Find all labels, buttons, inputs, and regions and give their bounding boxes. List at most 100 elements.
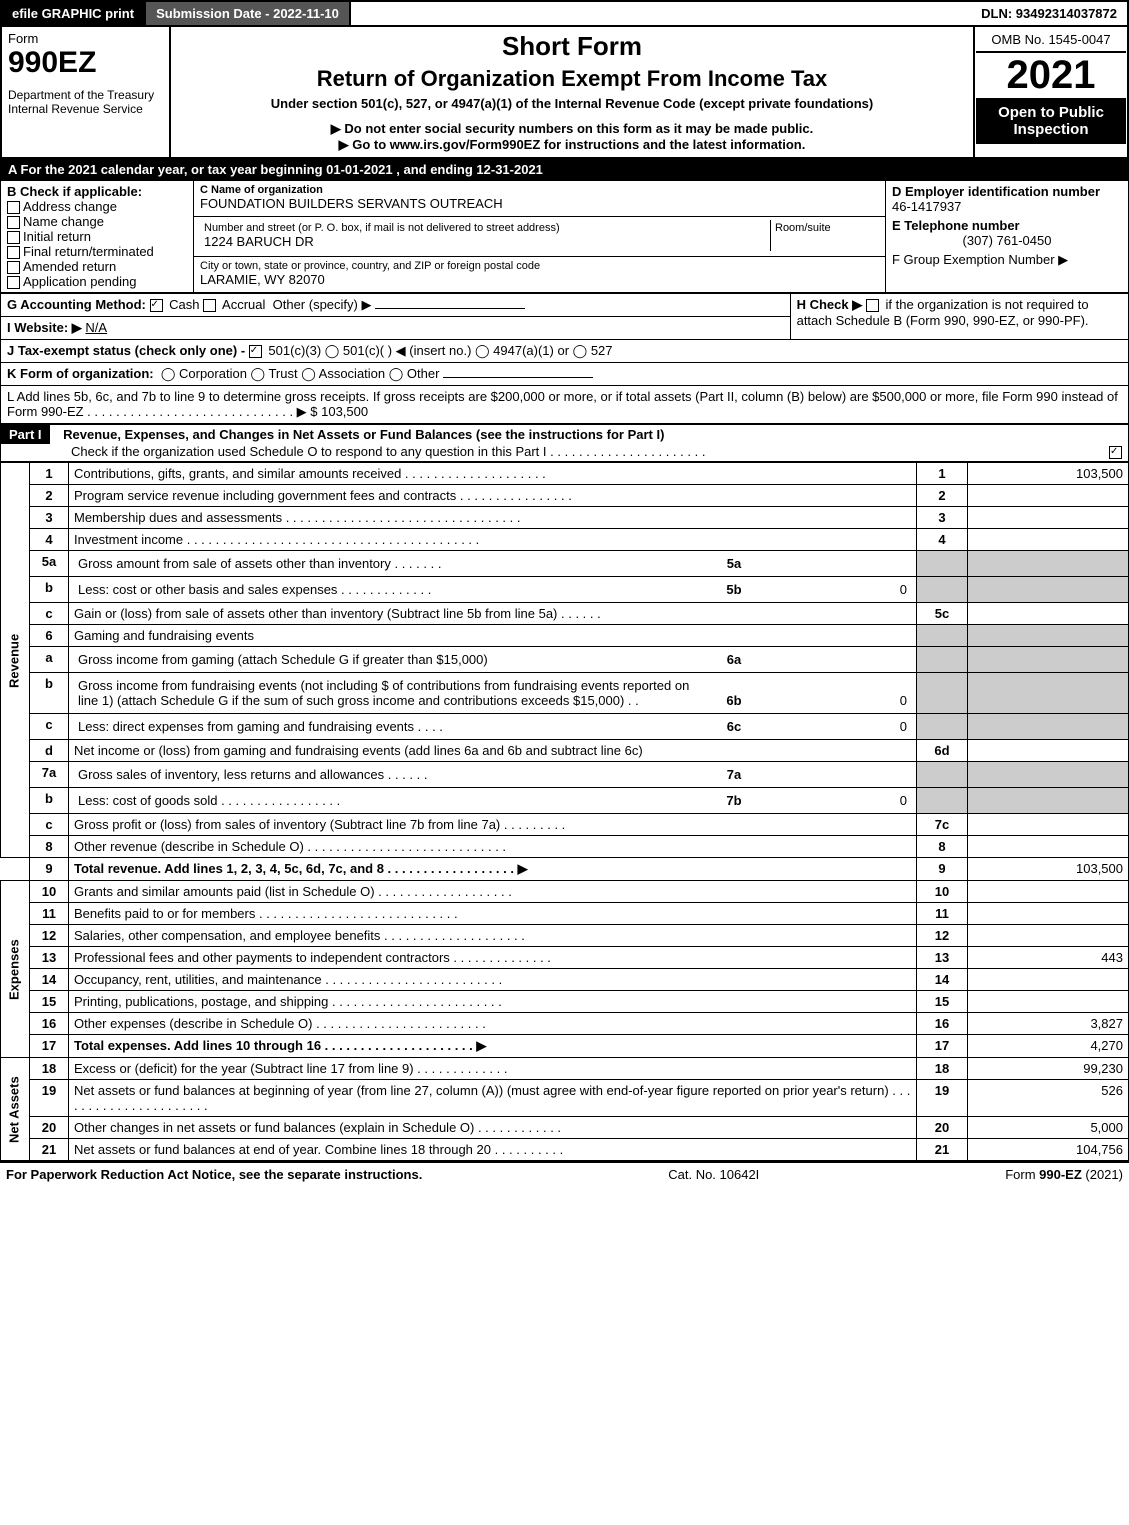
b-application-pending[interactable]: Application pending	[23, 274, 136, 289]
j-tax-exempt-label: J Tax-exempt status (check only one) -	[7, 343, 245, 358]
part1-label: Part I	[1, 425, 50, 444]
row12-desc: Salaries, other compensation, and employ…	[69, 925, 917, 947]
org-info-block: B Check if applicable: Address change Na…	[0, 180, 1129, 293]
row14-num: 14	[30, 969, 69, 991]
row8-desc: Other revenue (describe in Schedule O) .…	[69, 836, 917, 858]
row4-ref: 4	[917, 529, 968, 551]
org-name: FOUNDATION BUILDERS SERVANTS OUTREACH	[200, 196, 879, 211]
row7c-num: c	[30, 814, 69, 836]
b-address-change[interactable]: Address change	[23, 199, 117, 214]
under-section: Under section 501(c), 527, or 4947(a)(1)…	[181, 96, 963, 111]
no-ssn-warning: ▶ Do not enter social security numbers o…	[181, 121, 963, 137]
row9-val: 103,500	[968, 858, 1129, 881]
row7c-ref: 7c	[917, 814, 968, 836]
row7b-desc: Less: cost of goods sold . . . . . . . .…	[74, 791, 715, 810]
row6c-desc: Less: direct expenses from gaming and fu…	[74, 717, 715, 736]
row21-num: 21	[30, 1139, 69, 1161]
row21-val: 104,756	[968, 1139, 1129, 1161]
row17-val: 4,270	[968, 1035, 1129, 1058]
row8-num: 8	[30, 836, 69, 858]
row6c-num: c	[30, 714, 69, 740]
row4-val	[968, 529, 1129, 551]
row13-desc: Professional fees and other payments to …	[69, 947, 917, 969]
b-amended-return[interactable]: Amended return	[23, 259, 116, 274]
efile-print-button[interactable]: efile GRAPHIC print	[2, 2, 146, 25]
part1-checkbox[interactable]	[1109, 446, 1122, 459]
row15-desc: Printing, publications, postage, and shi…	[69, 991, 917, 1013]
row13-val: 443	[968, 947, 1129, 969]
b-final-return[interactable]: Final return/terminated	[23, 244, 154, 259]
b-name-change[interactable]: Name change	[23, 214, 104, 229]
row5a-sub: 5a	[715, 554, 753, 573]
row7a-sub: 7a	[715, 765, 753, 784]
row12-val	[968, 925, 1129, 947]
row4-num: 4	[30, 529, 69, 551]
g-accrual[interactable]: Accrual	[222, 297, 265, 312]
c-name-label: C Name of organization	[200, 184, 879, 196]
row5c-val	[968, 603, 1129, 625]
row5a-desc: Gross amount from sale of assets other t…	[74, 554, 715, 573]
row5a-subval	[753, 554, 911, 573]
row8-val	[968, 836, 1129, 858]
row16-desc: Other expenses (describe in Schedule O) …	[69, 1013, 917, 1035]
g-other[interactable]: Other (specify) ▶	[273, 297, 372, 312]
row7a-num: 7a	[30, 762, 69, 788]
row10-val	[968, 881, 1129, 903]
part1-check-text: Check if the organization used Schedule …	[71, 444, 705, 459]
row6a-desc: Gross income from gaming (attach Schedul…	[74, 650, 715, 669]
return-title: Return of Organization Exempt From Incom…	[181, 66, 963, 92]
row9-num: 9	[30, 858, 69, 881]
org-street: 1224 BARUCH DR	[204, 234, 766, 249]
row6a-subval	[753, 650, 911, 669]
row6d-num: d	[30, 740, 69, 762]
row17-desc: Total expenses. Add lines 10 through 16 …	[69, 1035, 917, 1058]
row5a-num: 5a	[30, 551, 69, 577]
submission-date: Submission Date - 2022-11-10	[146, 2, 351, 25]
row3-val	[968, 507, 1129, 529]
row6b-desc: Gross income from fundraising events (no…	[74, 676, 715, 710]
omb-number: OMB No. 1545-0047	[976, 28, 1126, 53]
row21-desc: Net assets or fund balances at end of ye…	[69, 1139, 917, 1161]
row2-ref: 2	[917, 485, 968, 507]
row10-ref: 10	[917, 881, 968, 903]
row5b-sub: 5b	[715, 580, 753, 599]
row12-num: 12	[30, 925, 69, 947]
f-group-exemption: F Group Exemption Number ▶	[892, 252, 1122, 268]
row3-ref: 3	[917, 507, 968, 529]
row6d-val	[968, 740, 1129, 762]
tax-year: 2021	[976, 53, 1126, 98]
cat-number: Cat. No. 10642I	[668, 1167, 759, 1182]
row6-desc: Gaming and fundraising events	[69, 625, 917, 647]
row6b-subval: 0	[753, 676, 911, 710]
g-cash[interactable]: Cash	[169, 297, 199, 312]
row18-num: 18	[30, 1058, 69, 1080]
k-opts[interactable]: ◯ Corporation ◯ Trust ◯ Association ◯ Ot…	[161, 366, 440, 381]
row10-desc: Grants and similar amounts paid (list in…	[69, 881, 917, 903]
part1-heading: Revenue, Expenses, and Changes in Net As…	[53, 427, 664, 442]
form-number: 990EZ	[8, 46, 163, 80]
row9-ref: 9	[917, 858, 968, 881]
k-form-org-label: K Form of organization:	[7, 366, 154, 381]
row6d-desc: Net income or (loss) from gaming and fun…	[69, 740, 917, 762]
row11-num: 11	[30, 903, 69, 925]
row6c-subval: 0	[753, 717, 911, 736]
row16-val: 3,827	[968, 1013, 1129, 1035]
row6b-sub: 6b	[715, 676, 753, 710]
row2-desc: Program service revenue including govern…	[69, 485, 917, 507]
row15-num: 15	[30, 991, 69, 1013]
open-to-public: Open to Public Inspection	[976, 98, 1126, 144]
b-initial-return[interactable]: Initial return	[23, 229, 91, 244]
row20-ref: 20	[917, 1117, 968, 1139]
goto-link[interactable]: ▶ Go to www.irs.gov/Form990EZ for instru…	[181, 137, 963, 153]
section-b-label: B Check if applicable:	[7, 184, 187, 199]
row5c-ref: 5c	[917, 603, 968, 625]
h-label: H Check ▶	[797, 297, 863, 312]
paperwork-notice: For Paperwork Reduction Act Notice, see …	[6, 1167, 422, 1182]
row2-num: 2	[30, 485, 69, 507]
row7b-num: b	[30, 788, 69, 814]
dept-treasury: Department of the Treasury Internal Reve…	[8, 88, 163, 116]
row13-num: 13	[30, 947, 69, 969]
j-opts[interactable]: 501(c)(3) ◯ 501(c)( ) ◀ (insert no.) ◯ 4…	[268, 343, 612, 358]
row1-ref: 1	[917, 463, 968, 485]
row5c-desc: Gain or (loss) from sale of assets other…	[69, 603, 917, 625]
